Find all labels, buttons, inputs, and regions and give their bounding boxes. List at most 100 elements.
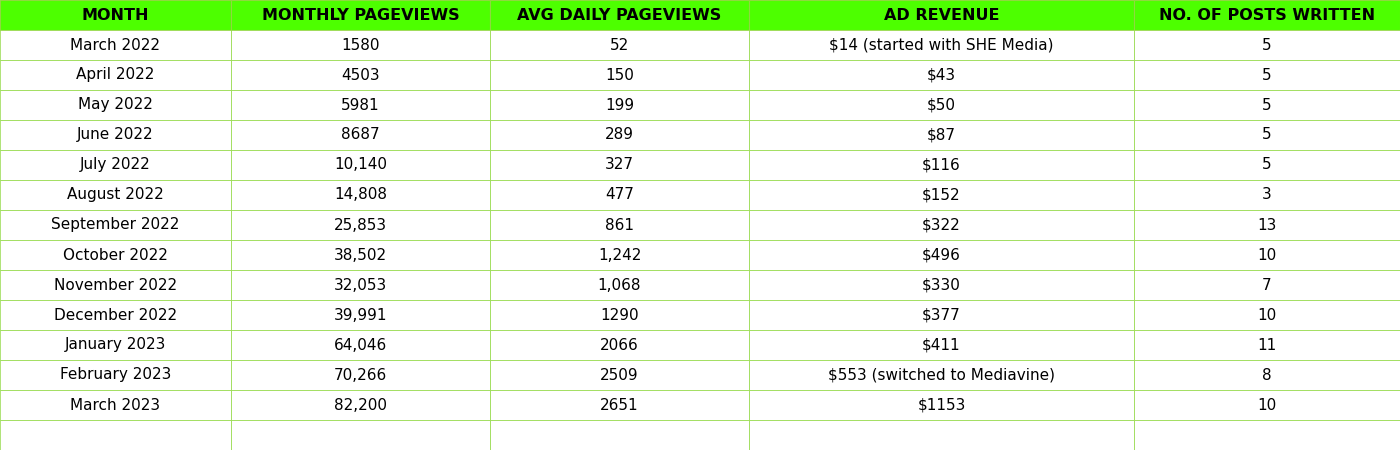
Text: $87: $87 [927,127,956,143]
Text: 150: 150 [605,68,634,82]
Text: 1,242: 1,242 [598,248,641,262]
Text: August 2022: August 2022 [67,188,164,203]
Bar [749,420,1134,450]
Bar [0,150,231,180]
Bar [231,390,490,420]
Bar [749,150,1134,180]
Text: 4503: 4503 [342,68,379,82]
Text: 10,140: 10,140 [335,158,386,172]
Bar [0,330,231,360]
Bar [749,240,1134,270]
Text: MONTHLY PAGEVIEWS: MONTHLY PAGEVIEWS [262,8,459,22]
Text: 64,046: 64,046 [333,338,388,352]
Text: 70,266: 70,266 [333,368,388,382]
Bar [0,180,231,210]
Bar [749,210,1134,240]
Bar [490,60,749,90]
Text: $152: $152 [923,188,960,203]
Text: 52: 52 [610,37,629,53]
Bar [490,210,749,240]
Bar [0,390,231,420]
Bar [749,90,1134,120]
Bar [0,240,231,270]
Bar [231,270,490,300]
Bar [231,210,490,240]
Bar [1134,360,1400,390]
Text: October 2022: October 2022 [63,248,168,262]
Bar [0,120,231,150]
Text: 13: 13 [1257,217,1277,233]
Bar [1134,150,1400,180]
Bar [231,30,490,60]
Text: April 2022: April 2022 [77,68,154,82]
Bar [1134,120,1400,150]
Bar [749,300,1134,330]
Bar [1134,420,1400,450]
Text: AD REVENUE: AD REVENUE [883,8,1000,22]
Bar [0,30,231,60]
Bar [231,420,490,450]
Bar [749,360,1134,390]
Bar [490,420,749,450]
Bar [0,300,231,330]
Bar [231,330,490,360]
Bar [0,60,231,90]
Text: 8: 8 [1263,368,1271,382]
Bar [749,60,1134,90]
Bar [231,120,490,150]
Text: NO. OF POSTS WRITTEN: NO. OF POSTS WRITTEN [1159,8,1375,22]
Text: 3: 3 [1263,188,1271,203]
Bar [749,390,1134,420]
Bar [231,60,490,90]
Bar [490,30,749,60]
Bar [490,360,749,390]
Text: March 2022: March 2022 [70,37,161,53]
Bar [0,210,231,240]
Text: 38,502: 38,502 [335,248,386,262]
Bar [1134,390,1400,420]
Text: 7: 7 [1263,278,1271,292]
Bar [231,150,490,180]
Bar [749,0,1134,30]
Bar [0,90,231,120]
Bar [490,0,749,30]
Text: $50: $50 [927,98,956,112]
Text: MONTH: MONTH [81,8,150,22]
Text: 2066: 2066 [601,338,638,352]
Bar [0,360,231,390]
Bar [749,330,1134,360]
Text: May 2022: May 2022 [78,98,153,112]
Bar [231,0,490,30]
Text: 861: 861 [605,217,634,233]
Text: 5: 5 [1263,158,1271,172]
Bar [0,0,231,30]
Text: $496: $496 [923,248,960,262]
Text: December 2022: December 2022 [55,307,176,323]
Text: March 2023: March 2023 [70,397,161,413]
Text: July 2022: July 2022 [80,158,151,172]
Text: 1,068: 1,068 [598,278,641,292]
Bar [749,180,1134,210]
Bar [490,240,749,270]
Text: $377: $377 [923,307,960,323]
Text: June 2022: June 2022 [77,127,154,143]
Bar [490,90,749,120]
Text: 10: 10 [1257,307,1277,323]
Text: 5: 5 [1263,127,1271,143]
Text: 1290: 1290 [601,307,638,323]
Text: 8687: 8687 [342,127,379,143]
Text: 5981: 5981 [342,98,379,112]
Bar [1134,180,1400,210]
Text: 199: 199 [605,98,634,112]
Bar [490,300,749,330]
Bar [490,120,749,150]
Text: 2651: 2651 [601,397,638,413]
Bar [1134,210,1400,240]
Text: 1580: 1580 [342,37,379,53]
Text: 5: 5 [1263,37,1271,53]
Bar [490,150,749,180]
Bar [749,30,1134,60]
Bar [231,180,490,210]
Text: $322: $322 [923,217,960,233]
Text: 10: 10 [1257,248,1277,262]
